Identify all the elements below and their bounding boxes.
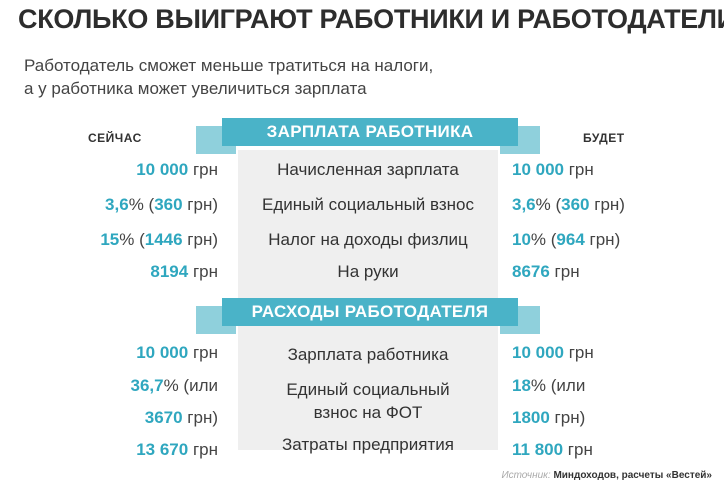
value-unit: грн [563,440,593,459]
value-number: 8676 [512,262,550,281]
value-number: 36,7 [130,376,164,395]
section-ribbon-salary: ЗАРПЛАТА РАБОТНИКА [222,118,518,146]
column-header-now: СЕЙЧАС [88,131,142,145]
value-unit: грн [188,343,218,362]
value-number: 1446 [144,230,183,249]
value-future: 8676 грн [512,262,580,282]
value-unit: грн) [584,230,621,249]
value-unit: грн [564,343,594,362]
source-text: Миндоходов, расчеты «Вестей» [553,470,712,481]
value-percent: % (или [163,376,218,395]
value-number: 10 000 [512,343,564,362]
value-future: 1800 грн) [512,408,585,428]
value-unit: грн [188,440,218,459]
value-future: 10 000 грн [512,343,594,363]
value-percent: % (или [530,376,586,395]
value-now: 8194 грн [150,262,218,282]
value-future: 18% (или [512,376,585,396]
row-label: Единый социальный взнос [262,195,474,214]
value-number: 15 [100,230,120,249]
value-percent: % ( [128,195,155,214]
row-label: Налог на доходы физлиц [268,230,468,249]
value-number: 964 [556,230,585,249]
row-label: Затраты предприятия [282,435,454,454]
value-number: 10 000 [512,160,564,179]
value-unit: грн [188,160,218,179]
value-unit: грн [549,262,580,281]
value-future: 3,6% (360 грн) [512,195,625,215]
subtitle: Работодатель сможет меньше тратиться на … [24,54,544,100]
value-future: 11 800 грн [512,440,593,460]
value-unit: грн) [182,408,218,427]
value-number: 13 670 [136,440,189,459]
value-percent: % ( [535,195,562,214]
value-now: 15% (1446 грн) [100,230,218,250]
value-number: 360 [154,195,183,214]
row-label: Начисленная зарплата [277,160,459,179]
subtitle-line-1: Работодатель сможет меньше тратиться на … [24,56,434,75]
value-number: 3,6 [512,195,536,214]
value-unit: грн) [589,195,625,214]
row-label: Единый социальный [286,380,450,399]
value-percent: % ( [119,230,145,249]
value-unit: грн [564,160,594,179]
row-label: Зарплата работника [287,345,449,364]
value-now: 10 000 грн [136,160,218,180]
page-title: СКОЛЬКО ВЫИГРАЮТ РАБОТНИКИ И РАБОТОДАТЕЛ… [18,4,724,34]
section-ribbon-employer: РАСХОДЫ РАБОТОДАТЕЛЯ [222,298,518,326]
source-note: Источник: Миндоходов, расчеты «Вестей» [501,470,712,481]
value-future: 10% (964 грн) [512,230,620,250]
value-unit: грн) [182,230,218,249]
value-now: 13 670 грн [136,440,218,460]
value-number: 11 800 [512,440,564,459]
value-now: 36,7% (или [130,376,218,396]
value-unit: грн) [549,408,586,427]
value-now: 10 000 грн [136,343,218,363]
section-title-salary: ЗАРПЛАТА РАБОТНИКА [266,122,474,141]
value-number: 1800 [512,408,550,427]
subtitle-line-2: а у работника может увеличиться зарплата [24,79,367,98]
value-number: 3670 [144,408,183,427]
value-number: 360 [561,195,590,214]
value-number: 10 000 [136,343,189,362]
value-percent: % ( [530,230,557,249]
value-number: 10 000 [136,160,189,179]
section-title-employer: РАСХОДЫ РАБОТОДАТЕЛЯ [251,302,489,321]
value-now: 3,6% (360 грн) [105,195,218,215]
source-label: Источник: [501,470,551,481]
value-number: 3,6 [105,195,129,214]
value-number: 10 [512,230,531,249]
row-label: взнос на ФОТ [313,403,423,422]
column-header-future: БУДЕТ [583,131,625,145]
value-unit: грн) [182,195,218,214]
value-number: 8194 [150,262,189,281]
row-label: На руки [337,262,399,281]
value-now: 3670 грн) [145,408,218,428]
value-unit: грн [188,262,218,281]
value-future: 10 000 грн [512,160,594,180]
value-number: 18 [512,376,531,395]
